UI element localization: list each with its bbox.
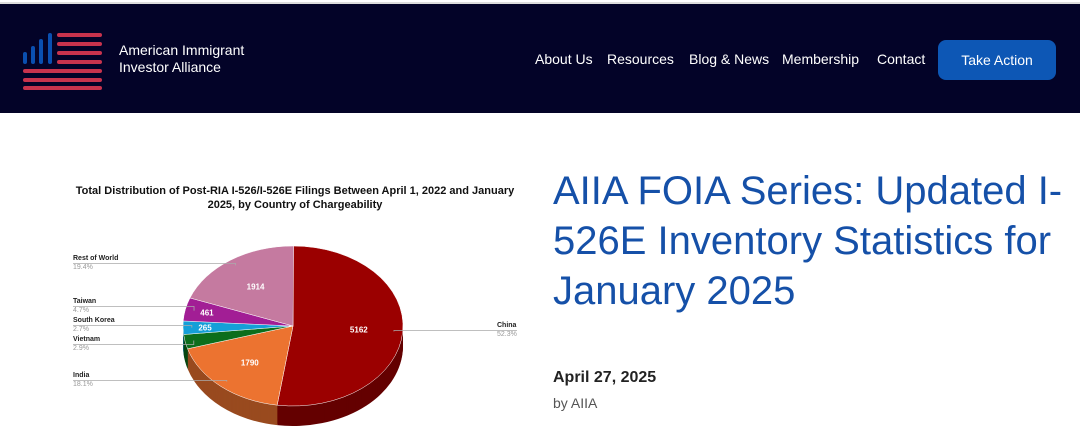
pie-slice-china: [276, 245, 404, 407]
leader-line: [73, 263, 236, 266]
legend-label: India: [73, 372, 90, 379]
percent-label: 52.3%: [497, 331, 517, 338]
data-label: 5162: [350, 325, 368, 334]
legend-label: South Korea: [73, 317, 115, 324]
percent-label: 2.7%: [73, 326, 89, 333]
nav-about-us[interactable]: About Us: [535, 51, 593, 67]
site-header: American Immigrant Investor Alliance Abou…: [0, 2, 1080, 113]
percent-label: 2.9%: [73, 345, 89, 352]
data-label: 461: [200, 309, 214, 318]
pie-slice-rest-of-world: [189, 245, 294, 327]
legend-label: China: [497, 322, 517, 329]
post-date: April 27, 2025: [553, 369, 657, 386]
leader-line: [73, 325, 193, 328]
pie-slice-india: [187, 325, 294, 406]
legend-label: Rest of World: [73, 255, 119, 262]
percent-label: 19.4%: [73, 264, 93, 271]
leader-line: [393, 330, 517, 332]
leader-line: [73, 306, 195, 311]
brand-line: American Immigrant: [119, 42, 245, 58]
percent-label: 18.1%: [73, 381, 93, 388]
nav-resources[interactable]: Resources: [607, 51, 674, 67]
pie-chart: 5162 1790 265 461 1914: [73, 245, 517, 426]
nav-blog-news[interactable]: Blog & News: [689, 51, 770, 67]
chart-title: Total Distribution of Post-RIA I-526/I-5…: [75, 185, 515, 211]
leader-line: [73, 340, 195, 345]
legend-label: Taiwan: [73, 298, 97, 305]
percent-label: 4.7%: [73, 307, 89, 314]
data-label: 1914: [247, 282, 265, 291]
brand-line: Investor Alliance: [119, 59, 221, 75]
post-byline[interactable]: by AIIA: [553, 395, 598, 411]
nav-membership[interactable]: Membership: [782, 51, 860, 67]
data-label: 265: [198, 323, 212, 332]
nav-contact[interactable]: Contact: [877, 51, 926, 67]
leader-line: [73, 380, 228, 382]
data-label: 1790: [241, 358, 259, 367]
take-action-button[interactable]: Take Action: [938, 40, 1056, 80]
legend-label: Vietnam: [73, 336, 101, 343]
brand-name[interactable]: American Immigrant Investor Alliance: [119, 42, 244, 76]
logo-icon[interactable]: [22, 32, 104, 92]
post-title: AIIA FOIA Series: Updated I-526E Invento…: [553, 169, 1063, 313]
